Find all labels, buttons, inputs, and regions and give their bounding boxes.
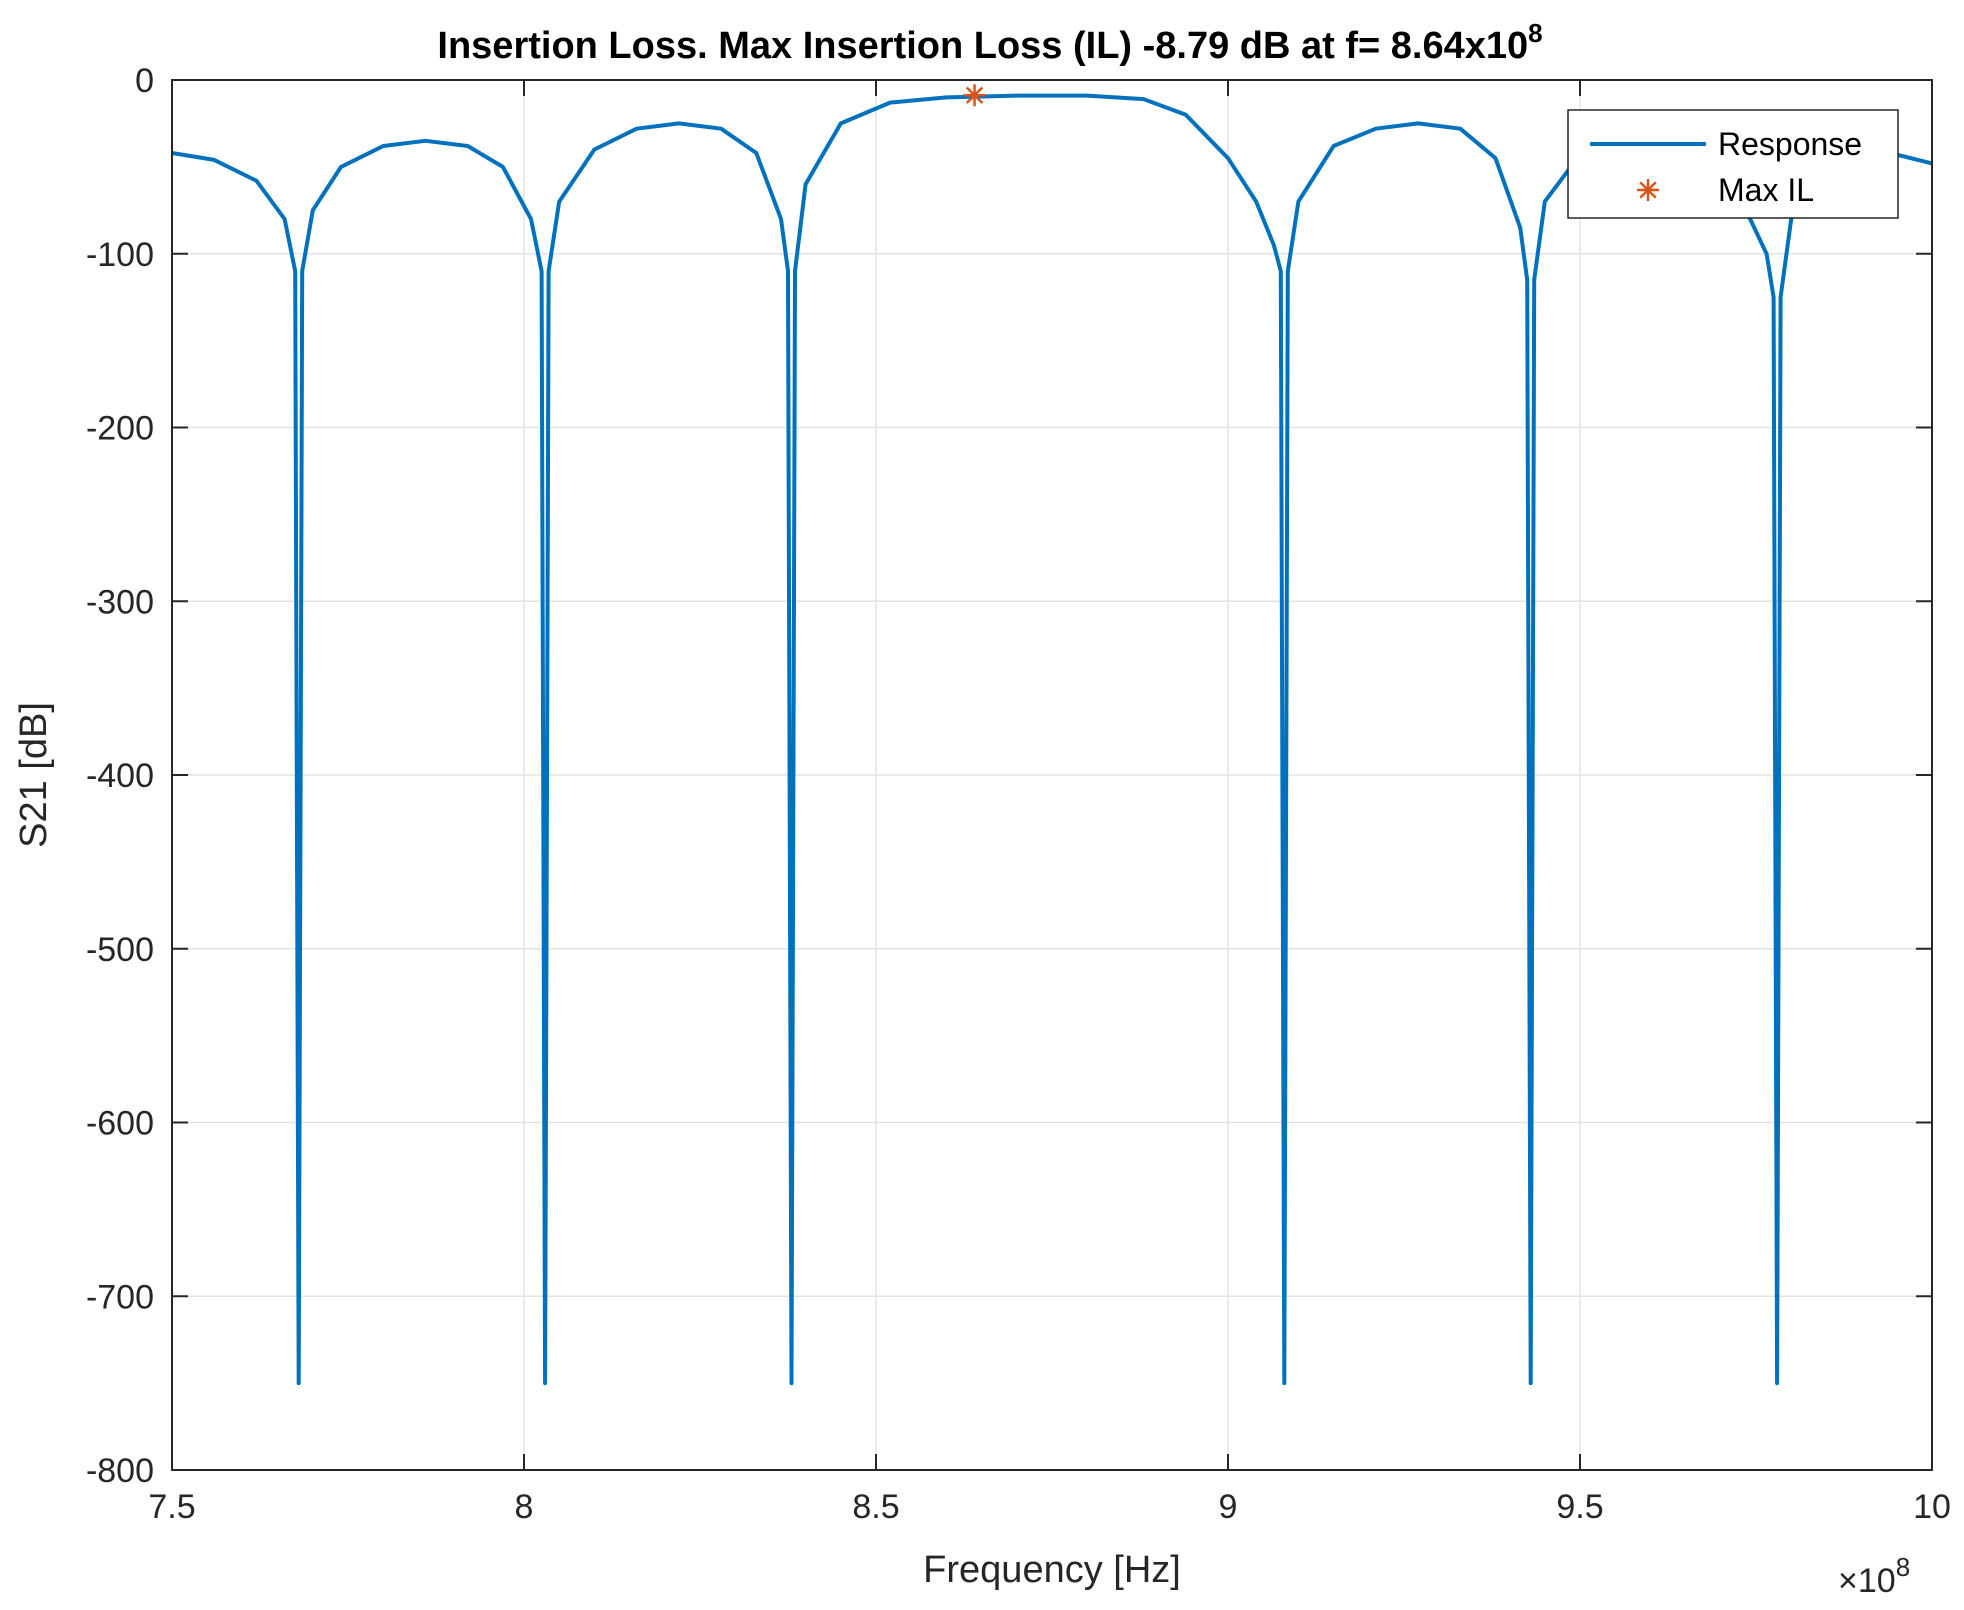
x-axis-multiplier: ×108 <box>1838 1552 1910 1600</box>
y-tick-label: -700 <box>86 1278 154 1316</box>
y-tick-label: -200 <box>86 410 154 448</box>
y-axis-label: S21 [dB] <box>13 702 55 848</box>
y-tick-label: -300 <box>86 583 154 621</box>
chart-title: Insertion Loss. Max Insertion Loss (IL) … <box>437 18 1542 67</box>
x-tick-labels: 7.5 8 8.5 9 9.5 10 <box>148 1488 1951 1526</box>
y-tick-labels: 0 -100 -200 -300 -400 -500 -600 -700 -800 <box>86 62 154 1490</box>
y-tick-label: -600 <box>86 1105 154 1143</box>
x-tick-label: 9.5 <box>1556 1488 1603 1526</box>
y-tick-label: 0 <box>135 62 154 100</box>
y-tick-label: -400 <box>86 757 154 795</box>
legend-response-label: Response <box>1718 126 1862 162</box>
x-axis-multiplier-base: ×10 <box>1838 1562 1896 1600</box>
x-tick-label: 7.5 <box>148 1488 195 1526</box>
y-tick-label: -100 <box>86 236 154 274</box>
legend-max-il-marker <box>1637 179 1659 201</box>
tick-marks <box>171 79 1933 1471</box>
legend-box <box>1567 109 1899 219</box>
x-tick-label: 10 <box>1913 1488 1951 1526</box>
x-tick-label: 8 <box>515 1488 534 1526</box>
legend: Response Max IL <box>1567 109 1899 219</box>
x-axis-label: Frequency [Hz] <box>923 1549 1181 1591</box>
y-tick-label: -500 <box>86 931 154 969</box>
max-il-marker <box>963 84 986 107</box>
x-tick-label: 9 <box>1219 1488 1238 1526</box>
y-tick-label: -800 <box>86 1452 154 1490</box>
x-tick-label: 8.5 <box>852 1488 899 1526</box>
legend-max-il-label: Max IL <box>1718 172 1814 208</box>
x-axis-multiplier-exponent: 8 <box>1896 1552 1910 1582</box>
chart-title-exponent: 8 <box>1528 18 1542 48</box>
chart-title-main: Insertion Loss. Max Insertion Loss (IL) … <box>437 25 1528 67</box>
legend-asterisk-icon <box>1637 179 1659 201</box>
